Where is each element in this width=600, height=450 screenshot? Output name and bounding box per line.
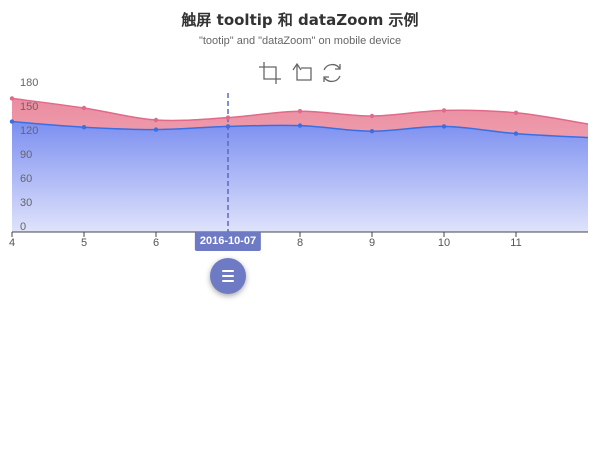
series-2-area xyxy=(12,121,588,232)
series-1-point xyxy=(153,117,159,123)
y-tick-label: 120 xyxy=(20,125,38,137)
series-2-point xyxy=(513,131,519,136)
chart-title: 触屏 tooltip 和 dataZoom 示例 xyxy=(181,11,419,29)
x-tick-label: 5 xyxy=(81,237,87,249)
y-tick-label: 150 xyxy=(20,101,38,113)
zoom-reset-icon[interactable] xyxy=(289,61,313,85)
series-2-point xyxy=(9,119,15,124)
x-tick-label: 11 xyxy=(510,237,521,249)
series-1-point xyxy=(369,113,375,119)
chart-subtitle: "tootip" and "dataZoom" on mobile device xyxy=(198,35,402,47)
x-tick-label: 8 xyxy=(297,237,303,249)
y-tick-label: 30 xyxy=(20,197,32,209)
series-2-point xyxy=(297,123,303,128)
series-2-point xyxy=(225,124,231,129)
y-tick-label: 60 xyxy=(20,173,32,185)
datazoom-handle[interactable] xyxy=(210,258,246,294)
series-1-point xyxy=(441,108,447,113)
series-1-point xyxy=(225,115,231,120)
restore-icon[interactable] xyxy=(320,61,344,85)
axis-pointer-label: 2016-10-07 xyxy=(194,232,262,251)
toolbox xyxy=(258,61,344,87)
zoom-area-icon[interactable] xyxy=(258,61,282,85)
y-tick-label: 0 xyxy=(20,221,26,233)
x-tick-label: 10 xyxy=(438,237,450,249)
series-2-point xyxy=(441,124,447,129)
series-1-point xyxy=(297,109,303,114)
y-tick-label: 180 xyxy=(20,77,38,89)
x-tick-label: 4 xyxy=(9,237,15,249)
series-2-point xyxy=(369,129,375,134)
series-2-point xyxy=(81,125,87,130)
series-1-point xyxy=(513,110,519,116)
menu-icon xyxy=(222,270,234,282)
x-tick-label: 6 xyxy=(153,237,159,249)
y-tick-label: 90 xyxy=(20,149,32,161)
series-2-point xyxy=(153,127,159,132)
x-tick-label: 9 xyxy=(369,237,375,249)
series-1-point xyxy=(9,96,15,101)
series-1-point xyxy=(81,105,87,111)
